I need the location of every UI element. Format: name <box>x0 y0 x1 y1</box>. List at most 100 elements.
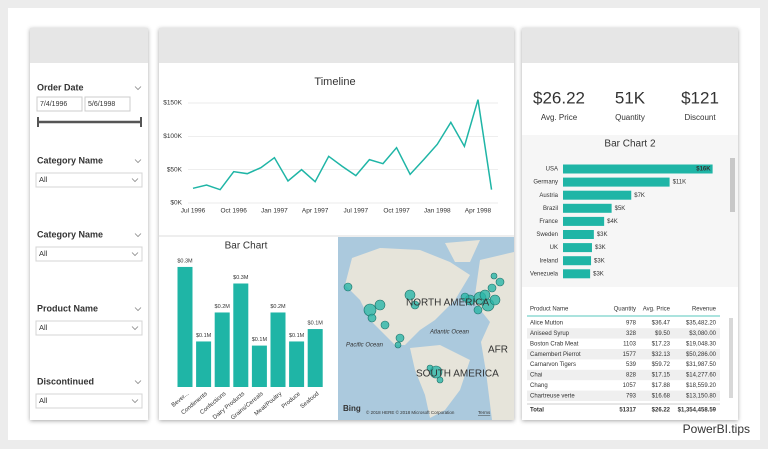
table-total: Total <box>530 408 544 414</box>
table-cell: Aniseed Syrup <box>530 331 570 337</box>
map-copyright: © 2018 HERE © 2018 Microsoft Corporation <box>366 409 455 415</box>
value-label: $0.2M <box>215 304 231 310</box>
table-cell: $17.88 <box>652 383 671 389</box>
column-header: Avg. Price <box>643 307 671 313</box>
bar <box>563 203 612 213</box>
dropdown-value: All <box>39 249 48 258</box>
chevron[interactable] <box>131 399 139 404</box>
x-tick-label: Jan 1998 <box>424 208 451 215</box>
y-tick-label: Venezuela <box>530 271 559 277</box>
map-bubble <box>487 283 497 293</box>
y-tick-label: Brazil <box>543 206 558 212</box>
x-tick-label: Jul 1996 <box>181 208 206 215</box>
table-cell: Carnarvon Tigers <box>530 362 576 368</box>
map-bubble <box>343 282 353 292</box>
table-cell: 828 <box>626 373 637 379</box>
map-label: Pacific Ocean <box>346 343 384 349</box>
x-tick-label: Apr 1997 <box>302 208 329 215</box>
value-label: $0.1M <box>289 333 305 339</box>
table-cell: $14,277.60 <box>686 373 717 379</box>
chevron[interactable] <box>134 307 142 312</box>
x-tick-label: Apr 1998 <box>465 208 492 215</box>
table-cell: 978 <box>626 321 637 327</box>
scrollbar[interactable] <box>729 318 733 398</box>
table-cell: Alice Mutton <box>530 321 563 327</box>
bar <box>563 216 605 226</box>
value-label: $16K <box>696 167 711 173</box>
table-cell: Chai <box>530 373 542 379</box>
map[interactable] <box>338 237 514 420</box>
chart-title: Timeline <box>314 76 355 88</box>
chevron[interactable] <box>134 233 142 238</box>
table-cell: $19,048.30 <box>686 341 717 347</box>
dropdown[interactable] <box>35 320 143 336</box>
dropdown-value: All <box>39 323 48 332</box>
line <box>192 99 493 191</box>
divider <box>159 235 514 237</box>
dropdown[interactable] <box>35 393 143 409</box>
chevron[interactable] <box>134 159 142 164</box>
map-terms[interactable]: Terms <box>478 410 491 415</box>
table-cell: $36.47 <box>652 321 671 327</box>
dropdown[interactable] <box>35 172 143 188</box>
scrollbar[interactable] <box>730 158 735 212</box>
table-cell: 1057 <box>623 383 637 389</box>
chevron[interactable] <box>131 252 139 257</box>
bar <box>563 190 632 200</box>
bar <box>177 266 193 387</box>
map-bubble <box>395 333 405 343</box>
table-total: $1,354,458.59 <box>678 408 717 414</box>
value-label: $0.1M <box>252 337 268 343</box>
table-cell: Boston Crab Meat <box>530 341 579 347</box>
slicer-title: Product Name <box>37 303 98 313</box>
table-cell: $50,286.00 <box>686 352 717 358</box>
table-cell: $18,559.20 <box>686 383 717 389</box>
kpi-value: 51K <box>615 88 646 107</box>
value-label: $0.3M <box>233 275 249 281</box>
x-tick-label: Oct 1997 <box>383 208 410 215</box>
chart-title: Bar Chart <box>225 241 268 252</box>
column-header: Revenue <box>692 307 717 313</box>
table-cell: 539 <box>626 362 637 368</box>
date-input[interactable] <box>84 96 131 112</box>
date-start: 7/4/1996 <box>40 101 67 108</box>
chevron[interactable] <box>134 86 142 91</box>
y-tick-label: $100K <box>163 133 182 140</box>
date-input[interactable] <box>36 96 83 112</box>
kpi-label: Quantity <box>615 113 645 122</box>
table-cell: $59.72 <box>652 362 671 368</box>
table-cell: $3,080.00 <box>689 331 716 337</box>
table-cell: 1577 <box>623 352 637 358</box>
table-cell: Camembert Pierrot <box>530 352 581 358</box>
y-tick-label: Austria <box>539 193 558 199</box>
chevron[interactable] <box>134 380 142 385</box>
panel <box>30 28 148 420</box>
y-tick-label: $0K <box>170 200 182 207</box>
table-cell: Chartreuse verte <box>530 393 575 399</box>
slicer-title: Discontinued <box>37 376 94 386</box>
y-tick-label: $50K <box>167 166 183 173</box>
map-bubble <box>495 277 505 287</box>
table-cell: $35,482.20 <box>686 321 717 327</box>
panel-header <box>159 28 514 63</box>
kpi-value: $26.22 <box>533 88 585 107</box>
row-band <box>527 328 720 339</box>
map-bubble <box>489 294 501 306</box>
bar <box>214 312 230 387</box>
value-label: $4K <box>607 219 618 225</box>
slicer-title: Order Date <box>37 82 84 92</box>
map-bubble <box>426 364 434 372</box>
table-total: $26.22 <box>652 408 671 414</box>
value-label: $5K <box>615 206 626 212</box>
dropdown[interactable] <box>35 246 143 262</box>
map-logo: Bing <box>343 404 361 413</box>
chevron[interactable] <box>131 178 139 183</box>
panel-header <box>30 28 148 63</box>
chevron[interactable] <box>131 326 139 331</box>
value-label: $0.2M <box>270 304 286 310</box>
value-label: $3K <box>593 271 604 277</box>
bar <box>563 243 592 253</box>
map-bubble <box>473 305 483 315</box>
